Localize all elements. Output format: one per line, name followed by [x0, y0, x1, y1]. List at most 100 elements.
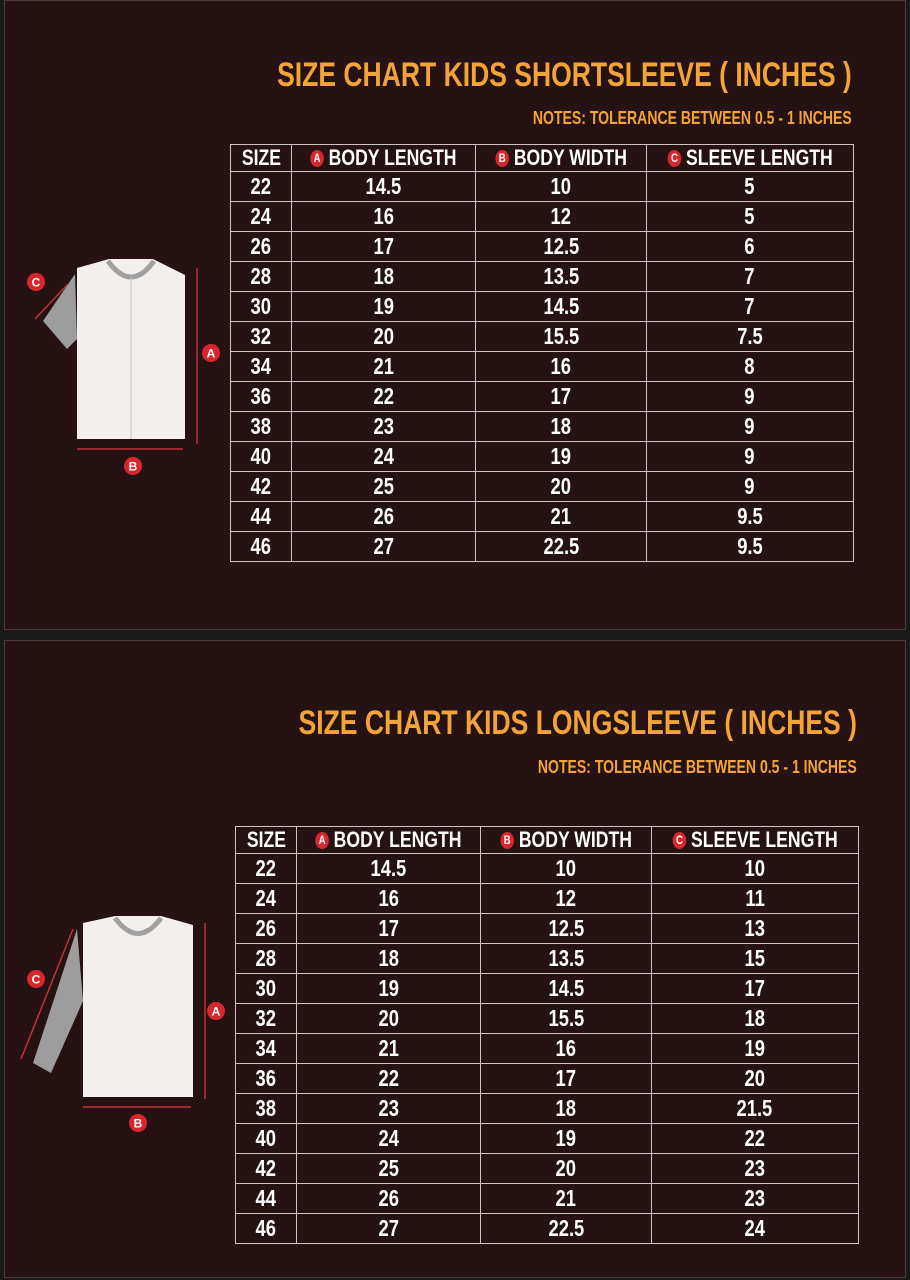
table-cell: 14.5	[296, 853, 482, 884]
table-cell: 24	[291, 441, 477, 472]
column-header: A BODY LENGTH	[296, 826, 482, 854]
table-cell: 19	[291, 291, 477, 322]
table-row: 40 24 19 22	[234, 1123, 860, 1154]
header-label: BODY WIDTH	[518, 827, 632, 852]
cell-value: 46	[255, 1215, 277, 1241]
table-cell: 15.5	[475, 321, 647, 352]
badge-a-icon: A	[310, 150, 325, 167]
cell-value: 15	[744, 945, 766, 971]
table-cell: 24	[234, 883, 298, 914]
table-row: 44 26 21 23	[234, 1183, 860, 1214]
cell-value: 16	[555, 1035, 577, 1061]
table-row: 22 14.5 10 10	[234, 853, 860, 884]
cell-value: 8	[744, 353, 755, 379]
cell-value: 21	[373, 353, 395, 379]
table-cell: 28	[234, 943, 298, 974]
cell-value: 36	[250, 383, 272, 409]
cell-value: 19	[744, 1035, 766, 1061]
cell-value: 25	[378, 1155, 400, 1181]
svg-text:B: B	[134, 1117, 143, 1131]
cell-value: 22.5	[548, 1215, 584, 1241]
header-label: BODY LENGTH	[329, 145, 457, 170]
cell-value: 22	[250, 173, 272, 199]
cell-value: 18	[744, 1005, 766, 1031]
header-label: SIZE	[246, 827, 286, 852]
table-row: 32 20 15.5 18	[234, 1003, 860, 1034]
header-label: SLEEVE LENGTH	[690, 827, 838, 852]
table-cell: 12.5	[480, 913, 652, 944]
table-cell: 8	[645, 351, 855, 382]
cell-value: 30	[255, 975, 277, 1001]
cell-value: 15.5	[543, 323, 579, 349]
badge-c-icon: C	[27, 273, 45, 291]
cell-value: 22	[744, 1125, 766, 1151]
table-cell: 17	[480, 1063, 652, 1094]
cell-value: 21	[378, 1035, 400, 1061]
table-cell: 20	[291, 321, 477, 352]
table-cell: 42	[229, 471, 293, 502]
table-cell: 9	[645, 381, 855, 412]
table-row: 46 27 22.5 9.5	[229, 531, 855, 562]
table-cell: 46	[234, 1213, 298, 1244]
table-cell: 17	[291, 231, 477, 262]
cell-value: 36	[255, 1065, 277, 1091]
cell-value: 26	[378, 1185, 400, 1211]
table-cell: 22	[296, 1063, 482, 1094]
table-row: 44 26 21 9.5	[229, 501, 855, 532]
table-cell: 23	[291, 411, 477, 442]
shortsleeve-shirt-diagram: A B C	[27, 259, 220, 475]
cell-value: 10	[555, 855, 577, 881]
table-row: 26 17 12.5 6	[229, 231, 855, 262]
cell-value: 9.5	[737, 503, 763, 529]
table-cell: 20	[650, 1063, 860, 1094]
header-label: BODY LENGTH	[334, 827, 462, 852]
table-row: 36 22 17 20	[234, 1063, 860, 1094]
cell-value: 23	[744, 1185, 766, 1211]
table-cell: 5	[645, 171, 855, 202]
table-cell: 44	[234, 1183, 298, 1214]
cell-value: 12.5	[543, 233, 579, 259]
table-cell: 16	[475, 351, 647, 382]
table-row: 24 16 12 11	[234, 883, 860, 914]
cell-value: 5	[744, 173, 755, 199]
table-cell: 14.5	[480, 973, 652, 1004]
cell-value: 22	[255, 855, 277, 881]
table-row: 34 21 16 8	[229, 351, 855, 382]
table-cell: 9	[645, 411, 855, 442]
cell-value: 18	[378, 945, 400, 971]
cell-value: 12.5	[548, 915, 584, 941]
cell-value: 34	[250, 353, 272, 379]
table-row: 30 19 14.5 17	[234, 973, 860, 1004]
table-cell: 18	[475, 411, 647, 442]
column-header: C SLEEVE LENGTH	[645, 144, 855, 172]
cell-value: 9.5	[737, 533, 763, 559]
cell-value: 21.5	[736, 1095, 773, 1121]
table-cell: 7.5	[645, 321, 855, 352]
cell-value: 17	[744, 975, 766, 1001]
table-cell: 20	[475, 471, 647, 502]
table-cell: 16	[296, 883, 482, 914]
cell-value: 27	[373, 533, 395, 559]
cell-value: 38	[255, 1095, 277, 1121]
badge-a-icon: A	[207, 1002, 225, 1020]
svg-text:A: A	[212, 1005, 221, 1019]
cell-value: 20	[378, 1005, 400, 1031]
cell-value: 23	[744, 1155, 766, 1181]
table-cell: 22	[229, 171, 293, 202]
cell-value: 20	[550, 473, 572, 499]
cell-value: 22.5	[543, 533, 579, 559]
table-cell: 27	[296, 1213, 482, 1244]
cell-value: 25	[373, 473, 395, 499]
cell-value: 6	[744, 233, 755, 259]
table-row: 42 25 20 9	[229, 471, 855, 502]
chart-title: SIZE CHART KIDS LONGSLEEVE ( INCHES )	[298, 704, 857, 742]
cell-value: 20	[555, 1155, 577, 1181]
badge-c-icon: C	[27, 970, 45, 988]
cell-value: 42	[255, 1155, 277, 1181]
table-row: 22 14.5 10 5	[229, 171, 855, 202]
table-cell: 17	[650, 973, 860, 1004]
table-cell: 46	[229, 531, 293, 562]
header-label: SIZE	[241, 145, 281, 170]
badge-a-icon: A	[202, 344, 220, 362]
chart-notes: NOTES: TOLERANCE BETWEEN 0.5 - 1 INCHES	[533, 108, 852, 128]
